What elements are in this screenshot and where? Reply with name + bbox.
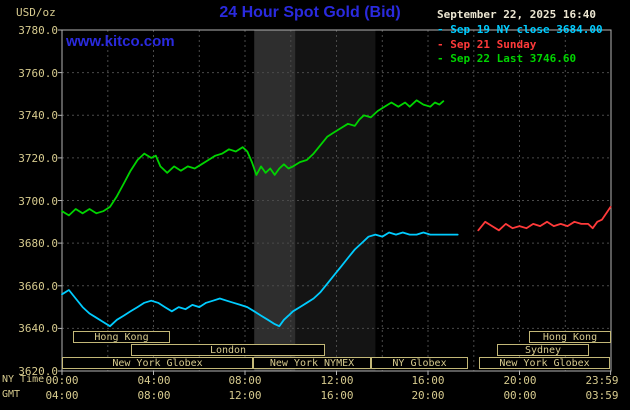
legend-item-2: - Sep 22 Last 3746.60 — [437, 52, 577, 65]
chart-datetime: September 22, 2025 16:40 — [437, 8, 596, 21]
session-box-new-york-globex: New York Globex — [62, 357, 253, 369]
series-sep-22-last — [61, 99, 445, 217]
series-sep-19-ny-close — [61, 231, 459, 328]
session-box-ny-globex: NY Globex — [371, 357, 468, 369]
y-axis-label: 3620.0 — [18, 365, 58, 378]
gmt-label: GMT — [2, 389, 21, 400]
ny-time-label: NY Time — [2, 374, 45, 385]
series-sep-21-sunday — [477, 205, 612, 232]
session-box-new-york-globex: New York Globex — [479, 357, 610, 369]
x-axis-label-gmt: 03:59 — [585, 389, 619, 402]
x-axis-label-ny: 00:00 — [45, 374, 79, 387]
x-axis-label-gmt: 08:00 — [137, 389, 171, 402]
y-axis-label: 3660.0 — [18, 280, 58, 293]
legend-item-0: - Sep 19 NY close 3684.00 — [437, 23, 603, 36]
x-axis-label-gmt: 20:00 — [411, 389, 445, 402]
y-axis-label: 3680.0 — [18, 237, 58, 250]
x-axis-label-gmt: 16:00 — [320, 389, 354, 402]
legend-item-1: - Sep 21 Sunday — [437, 37, 537, 51]
page-title: 24 Hour Spot Gold (Bid) — [219, 4, 401, 21]
x-axis-label-ny: 08:00 — [228, 374, 262, 387]
x-axis-label-ny: 20:00 — [503, 374, 537, 387]
x-axis-label-ny: 12:00 — [320, 374, 354, 387]
units-label: USD/oz — [16, 6, 56, 19]
session-box-hong-kong: Hong Kong — [529, 331, 611, 343]
kitco-link[interactable]: www.kitco.com — [66, 33, 175, 50]
session-box-sydney: Sydney — [497, 344, 589, 356]
x-axis-label-gmt: 04:00 — [45, 389, 79, 402]
session-box-new-york-nymex: New York NYMEX — [253, 357, 371, 369]
background-band — [254, 30, 296, 371]
y-axis-label: 3720.0 — [18, 152, 58, 165]
x-axis-label-gmt: 00:00 — [503, 389, 537, 402]
y-axis-label: 3780.0 — [18, 24, 58, 37]
x-axis-label-gmt: 12:00 — [228, 389, 262, 402]
x-axis-label-ny: 04:00 — [137, 374, 171, 387]
y-axis-label: 3640.0 — [18, 322, 58, 335]
session-box-london: London — [131, 344, 325, 356]
y-axis-label: 3760.0 — [18, 67, 58, 80]
legend: - Sep 19 NY close 3684.00- Sep 21 Sunday… — [437, 23, 603, 67]
session-box-hong-kong: Hong Kong — [73, 331, 170, 343]
y-axis-label: 3700.0 — [18, 195, 58, 208]
x-axis-label-ny: 16:00 — [411, 374, 445, 387]
x-axis-label-ny: 23:59 — [585, 374, 619, 387]
y-axis-label: 3740.0 — [18, 109, 58, 122]
